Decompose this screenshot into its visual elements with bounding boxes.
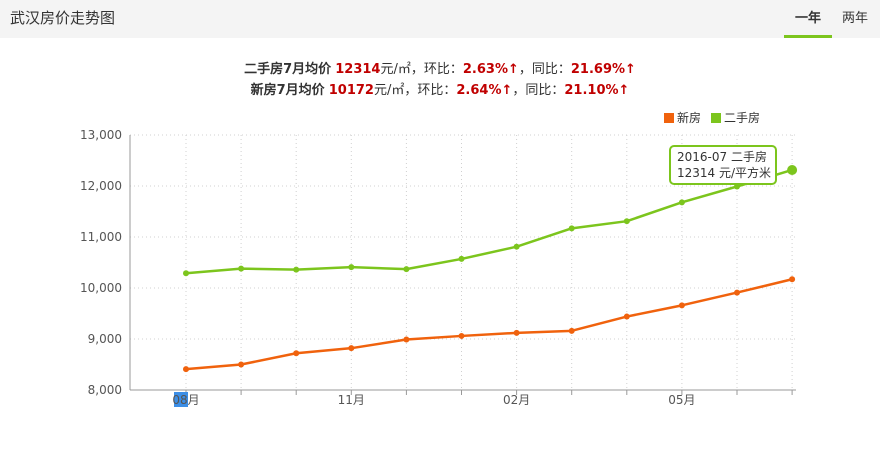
data-point (293, 266, 300, 273)
summary-mom: 2.64%↑ (456, 83, 513, 98)
y-tick-label: 9,000 (88, 332, 122, 346)
summary-line-secondhand: 二手房7月均价 12314元/㎡，环比：2.63%↑，同比：21.69%↑ (0, 58, 880, 77)
chart-tooltip: 2016-07 二手房 12314 元/平方米 (669, 145, 777, 185)
summary-price: 12314 (335, 62, 381, 77)
tab-two-years[interactable]: 两年 (842, 11, 869, 26)
data-point (348, 345, 355, 352)
data-point (238, 361, 245, 368)
summary-label: 新房7月均价 (250, 83, 325, 98)
x-tick-label: 05月 (668, 393, 695, 407)
summary-unit: 元/㎡，环比： (373, 83, 457, 98)
legend-label: 新房 (677, 110, 701, 125)
x-tick-highlight (174, 392, 188, 407)
summary-yoy: 21.10%↑ (564, 83, 630, 98)
summary-label: 二手房7月均价 (244, 62, 332, 77)
data-point (678, 199, 685, 206)
summary-unit: 元/㎡，环比： (380, 62, 463, 77)
x-tick-label: 11月 (338, 393, 365, 407)
page-title: 武汉房价走势图 (10, 9, 116, 27)
active-tab-indicator (784, 35, 832, 38)
series-line-0 (185, 278, 793, 371)
legend-swatch (664, 113, 674, 123)
data-point (183, 366, 189, 373)
data-point (403, 266, 410, 273)
summary-yoy: 21.69%↑ (570, 62, 636, 77)
data-point (403, 336, 410, 343)
data-point (734, 183, 740, 190)
summary-mom: 2.63%↑ (462, 62, 519, 77)
x-tick-label: 08月 (172, 393, 199, 407)
data-point (787, 164, 798, 175)
data-point (458, 332, 465, 339)
data-point (348, 264, 355, 271)
series-line-1 (185, 168, 793, 275)
data-point (293, 350, 300, 357)
y-tick-label: 8,000 (88, 383, 122, 397)
data-point (623, 313, 630, 320)
data-point (458, 255, 465, 262)
data-point (513, 329, 520, 336)
tooltip-line-2: 12314 元/平方米 (677, 166, 772, 180)
summary-price: 10172 (328, 83, 374, 98)
data-point (789, 276, 796, 283)
x-tick-label: 02月 (503, 393, 530, 407)
data-point (238, 265, 245, 272)
data-point (623, 218, 630, 225)
legend-label: 二手房 (724, 110, 760, 125)
tab-one-year[interactable]: 一年 (795, 11, 822, 26)
y-tick-label: 11,000 (80, 230, 122, 244)
summary-sep: ，同比： (518, 62, 571, 77)
data-point (513, 243, 520, 250)
data-point (678, 302, 685, 309)
tooltip-line-1: 2016-07 二手房 (677, 150, 767, 164)
data-point (734, 289, 740, 296)
data-point (568, 327, 575, 334)
legend-swatch (711, 113, 721, 123)
header-bar: 武汉房价走势图 一年 两年 (0, 0, 880, 38)
data-point (183, 270, 189, 277)
y-tick-label: 13,000 (80, 128, 122, 142)
data-point (568, 225, 575, 232)
summary-sep: ，同比： (512, 83, 565, 98)
summary-line-new: 新房7月均价 10172元/㎡，环比：2.64%↑，同比：21.10%↑ (0, 79, 880, 98)
y-tick-label: 10,000 (80, 281, 122, 295)
y-tick-label: 12,000 (80, 179, 122, 193)
